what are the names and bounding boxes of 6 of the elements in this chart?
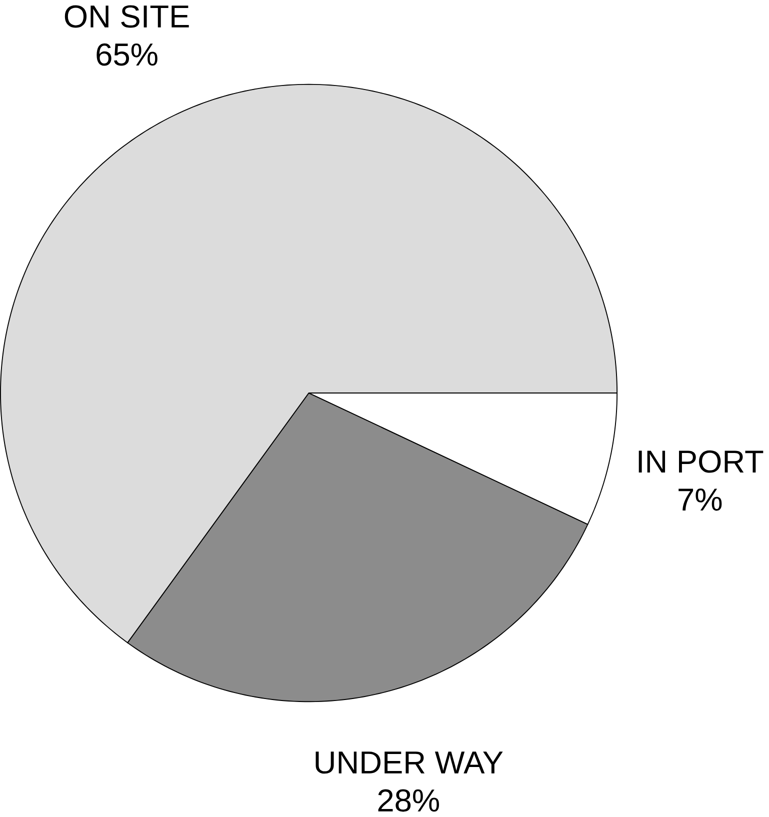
slice-label: IN PORT	[638, 450, 764, 473]
slice-label: UNDER WAY	[316, 752, 503, 774]
data-label: 28%	[378, 789, 439, 812]
slice-label: ON SITE	[64, 5, 189, 28]
data-label: 65%	[96, 43, 158, 66]
data-label: 7%	[678, 488, 722, 511]
